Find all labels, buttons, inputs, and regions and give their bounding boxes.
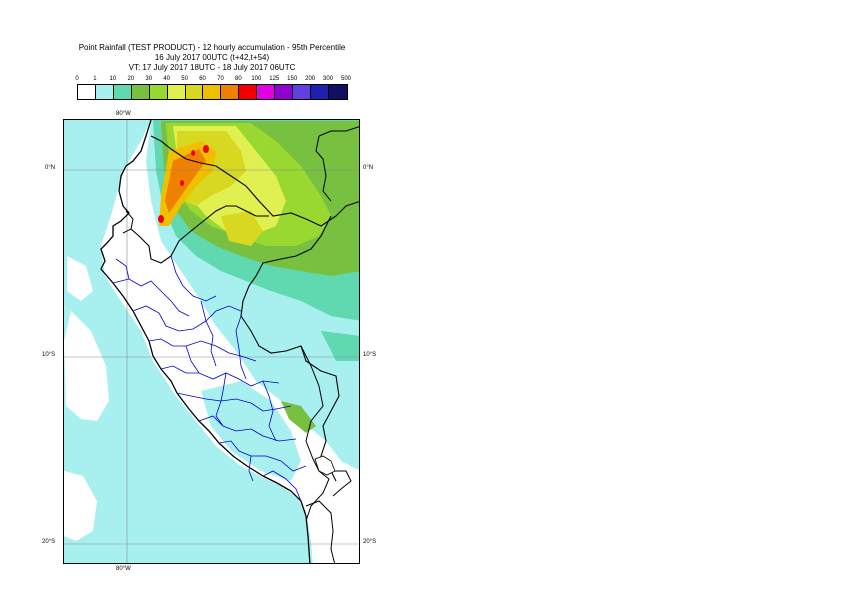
lake-titicaca [314, 455, 336, 476]
lon-label-bottom: 80°W [116, 566, 131, 572]
legend-swatch-14 [328, 85, 347, 99]
lat-label-right-0: 0°N [363, 165, 374, 171]
legend-swatch-1 [95, 85, 114, 99]
legend-swatch-13 [310, 85, 329, 99]
border-bolivia-chile [331, 470, 352, 497]
border-peru-bolivia [300, 345, 330, 522]
legend-label-50: 50 [181, 76, 188, 82]
chart-valid-time: VT: 17 July 2017 18UTC - 18 July 2017 06… [128, 63, 296, 72]
rain-80mm-spot-3 [180, 180, 184, 186]
border-peru-colombia-brazil [240, 215, 340, 482]
ocean-clear-patch [64, 311, 109, 421]
rain-20mm-south [281, 401, 316, 433]
chart-run-time: 16 July 2017 00UTC (t+42,t+54) [154, 53, 270, 62]
legend-label-70: 70 [217, 76, 224, 82]
legend-swatch-0 [78, 85, 96, 99]
legend-label-100: 100 [251, 76, 262, 82]
legend-label-300: 300 [323, 76, 334, 82]
legend-label-80: 80 [235, 76, 242, 82]
lat-label-right-10: 10°S [363, 352, 377, 358]
legend-label-10: 10 [109, 76, 117, 82]
lat-label-left-0: 0°N [45, 165, 56, 171]
rain-80mm-spot-2 [191, 150, 195, 156]
rain-80mm-spot-4 [158, 215, 164, 223]
regional-boundaries [112, 255, 307, 502]
legend-swatch-3 [131, 85, 150, 99]
rain-70mm [165, 149, 206, 213]
legend-label-20: 20 [127, 76, 135, 82]
legend-swatch-9 [239, 85, 258, 99]
legend-colorbar [77, 84, 348, 100]
legend-label-0: 0 [75, 76, 79, 82]
legend-swatch-10 [257, 85, 276, 99]
lat-label-left-10: 10°S [42, 352, 56, 358]
coastline-gulf [122, 210, 134, 234]
ocean-shading [64, 120, 313, 563]
legend-label-125: 125 [269, 76, 280, 82]
chart-title: Point Rainfall (TEST PRODUCT) - 12 hourl… [78, 43, 346, 52]
legend-label-60: 60 [199, 76, 206, 82]
legend-swatch-8 [221, 85, 240, 99]
border-peru-chile [305, 500, 336, 563]
legend-swatch-7 [203, 85, 222, 99]
legend-swatch-12 [293, 85, 311, 99]
ocean-clear-patch-2 [67, 256, 93, 301]
ocean-clear-patch-3 [64, 471, 97, 541]
rain-50mm-b [221, 211, 263, 246]
lat-label-left-20: 20°S [42, 539, 56, 545]
legend-label-500: 500 [340, 76, 352, 82]
lon-label-top: 80°W [116, 111, 131, 117]
legend-swatch-5 [167, 85, 186, 99]
legend-label-40: 40 [163, 76, 170, 82]
legend-swatch-6 [185, 85, 204, 99]
legend-label-200: 200 [305, 76, 316, 82]
lat-label-right-20: 20°S [363, 539, 377, 545]
legend-swatch-4 [149, 85, 168, 99]
legend-label-30: 30 [145, 76, 153, 82]
rain-1mm-south [201, 381, 301, 481]
rainfall-map [63, 119, 360, 564]
legend-label-1: 1 [93, 76, 97, 82]
legend-swatch-2 [113, 85, 132, 99]
border-ecuador-peru [130, 205, 269, 264]
legend-label-150: 150 [287, 76, 298, 82]
legend-swatch-11 [275, 85, 294, 99]
rain-80mm-spot-1 [203, 145, 209, 153]
map-canvas [64, 120, 359, 563]
rain-10mm-east [321, 331, 359, 361]
border-brazil-colombia-east [315, 126, 359, 202]
